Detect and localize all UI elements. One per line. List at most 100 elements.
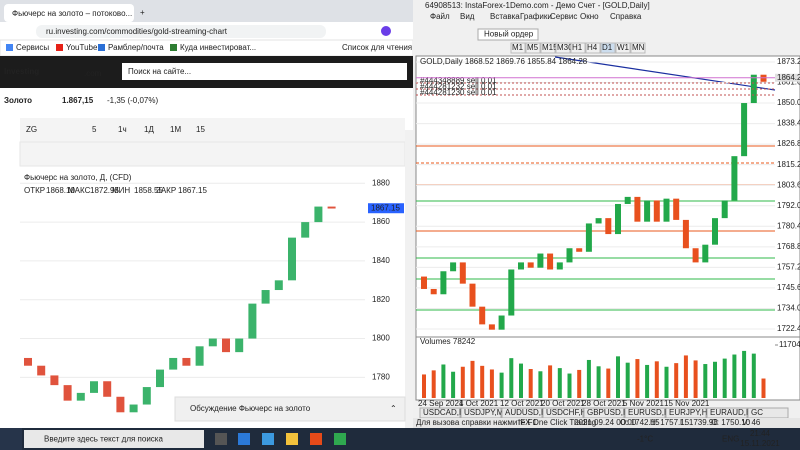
timeframe-button[interactable]	[570, 42, 586, 54]
menu-item[interactable]: Графики	[520, 12, 552, 21]
timeframe-label[interactable]: M30	[557, 43, 573, 52]
scrollbar[interactable]	[405, 130, 413, 428]
timeframe-label[interactable]: H1	[572, 43, 583, 52]
app-icon[interactable]	[334, 433, 346, 445]
y-tick-label: 1780.40	[777, 221, 800, 230]
chart-tab-label[interactable]: EURUSD,H1	[628, 408, 675, 417]
candle	[235, 338, 244, 353]
chart-tab-label[interactable]: USDCAD,H4	[423, 408, 470, 417]
interval-button[interactable]: 15	[196, 125, 205, 134]
bookmark[interactable]: YouTube	[66, 43, 98, 52]
new-order-label[interactable]: Новый ордер	[484, 30, 534, 39]
language[interactable]: ENG	[722, 435, 739, 444]
timeframe-button[interactable]	[540, 42, 556, 54]
tab-title[interactable]: Фьючерс на золото – потоково...	[12, 9, 132, 18]
menu-item[interactable]: Файл	[430, 12, 450, 21]
bookmark-icon[interactable]	[6, 44, 13, 51]
bookmark-icon[interactable]	[170, 44, 177, 51]
timeframe-label[interactable]: W1	[617, 43, 630, 52]
bookmark-icon[interactable]	[98, 44, 105, 51]
taskbar-search-text[interactable]: Введите здесь текст для поиска	[44, 435, 163, 444]
weather[interactable]: -1°C	[637, 435, 653, 444]
profile-icon[interactable]	[381, 26, 391, 36]
bookmark[interactable]: Сервисы	[16, 43, 49, 52]
timeframe-label[interactable]: M5	[527, 43, 539, 52]
timeframe-button[interactable]	[525, 42, 541, 54]
volume-bar	[693, 360, 698, 398]
bookmark[interactable]: Рамблер/почта	[108, 43, 164, 52]
discussion-panel[interactable]	[174, 396, 406, 422]
interval-button[interactable]: 1Д	[144, 125, 154, 134]
timeframe-label[interactable]: M1	[512, 43, 524, 52]
chart-tab-label[interactable]: EURAUD,H4	[710, 408, 757, 417]
search-box[interactable]	[122, 63, 407, 80]
timeframe-button[interactable]	[585, 42, 601, 54]
collapse-icon[interactable]: ⌃	[390, 404, 397, 413]
interval-button[interactable]: 1M	[170, 125, 181, 134]
address-bar[interactable]	[36, 25, 326, 38]
menu-item[interactable]: Сервис	[550, 12, 577, 21]
interval-button[interactable]: 5	[92, 125, 97, 134]
start-button[interactable]	[0, 428, 22, 450]
timeframe-label[interactable]: MN	[632, 43, 645, 52]
app-icon[interactable]	[215, 433, 227, 445]
candle	[469, 283, 476, 307]
app-icon[interactable]	[238, 433, 250, 445]
x-tick-label: 28 Oct 2021	[582, 399, 626, 408]
menu-item[interactable]: Вставка	[490, 12, 520, 21]
reading-list[interactable]: Список для чтения	[342, 43, 412, 52]
new-tab[interactable]: +	[140, 8, 145, 17]
chart-tab-label[interactable]: USDCHF,H4	[546, 408, 591, 417]
chart-tab-label[interactable]: USDJPY,M30	[464, 408, 513, 417]
bookmark-icon[interactable]	[56, 44, 63, 51]
timeframe-button[interactable]	[510, 42, 526, 54]
candle	[721, 200, 728, 219]
clock-date[interactable]: 15.11.2021	[740, 439, 780, 448]
x-tick-label: 20 Oct 2021	[541, 399, 585, 408]
timeframe-label[interactable]: D1	[602, 43, 613, 52]
new-order-button[interactable]	[477, 28, 539, 41]
candle	[63, 385, 72, 401]
app-icon[interactable]	[310, 433, 322, 445]
taskbar-search[interactable]	[24, 430, 204, 448]
clock-time[interactable]: 21:44	[750, 429, 771, 438]
volume-bar	[567, 373, 572, 398]
timeframe-button[interactable]	[630, 42, 646, 54]
logo-suffix[interactable]: .com	[84, 69, 102, 78]
timeframe-button[interactable]	[615, 42, 631, 54]
mt4-title: 64908513: InstaForex-1Demo.com - Демо Сч…	[425, 1, 650, 10]
logo[interactable]: Investing	[4, 67, 39, 76]
menu-item[interactable]: Справка	[610, 12, 642, 21]
menu-item[interactable]: Окно	[580, 12, 599, 21]
timeframe-label[interactable]: H4	[587, 43, 598, 52]
status-field: IFX One Click Trading	[518, 418, 596, 427]
status-field: 2021.09.24 00:00	[574, 418, 637, 427]
volume-bar	[509, 358, 514, 398]
timeframe-label[interactable]: M15	[542, 43, 558, 52]
interval-button[interactable]: 1ч	[118, 125, 127, 134]
x-tick-label: 5 Nov 2021	[623, 399, 664, 408]
candle	[518, 262, 524, 270]
chart-tab-label[interactable]: GBPUSD,H4	[587, 408, 634, 417]
app-icon[interactable]	[286, 433, 298, 445]
menu-item[interactable]: Вид	[460, 12, 475, 21]
candle	[712, 218, 718, 245]
tab[interactable]	[4, 4, 134, 22]
candle	[103, 381, 112, 397]
chart-tab-label[interactable]: EURJPY,H4	[669, 408, 713, 417]
volume-bar	[664, 366, 669, 398]
chart-tab-label[interactable]: GC	[751, 408, 763, 417]
y-tick-label: 1880	[372, 178, 390, 187]
timeframe-button[interactable]	[600, 42, 616, 54]
chart-tab-label[interactable]: AUDUSD,H4	[505, 408, 552, 417]
ohlc-label: МИН	[112, 186, 130, 195]
app-icon[interactable]	[262, 433, 274, 445]
timeframe-button[interactable]	[555, 42, 571, 54]
ohlc-value: 1858.55	[134, 186, 163, 195]
discussion-title[interactable]: Обсуждение Фьючерс на золото	[190, 404, 311, 413]
chart-symbol[interactable]: ZG	[26, 125, 37, 134]
bookmark[interactable]: Куда инвестироват...	[180, 43, 256, 52]
volume-bar	[732, 354, 737, 398]
search-placeholder[interactable]: Поиск на сайте...	[128, 67, 191, 76]
url[interactable]: ru.investing.com/commodities/gold-stream…	[46, 27, 228, 36]
